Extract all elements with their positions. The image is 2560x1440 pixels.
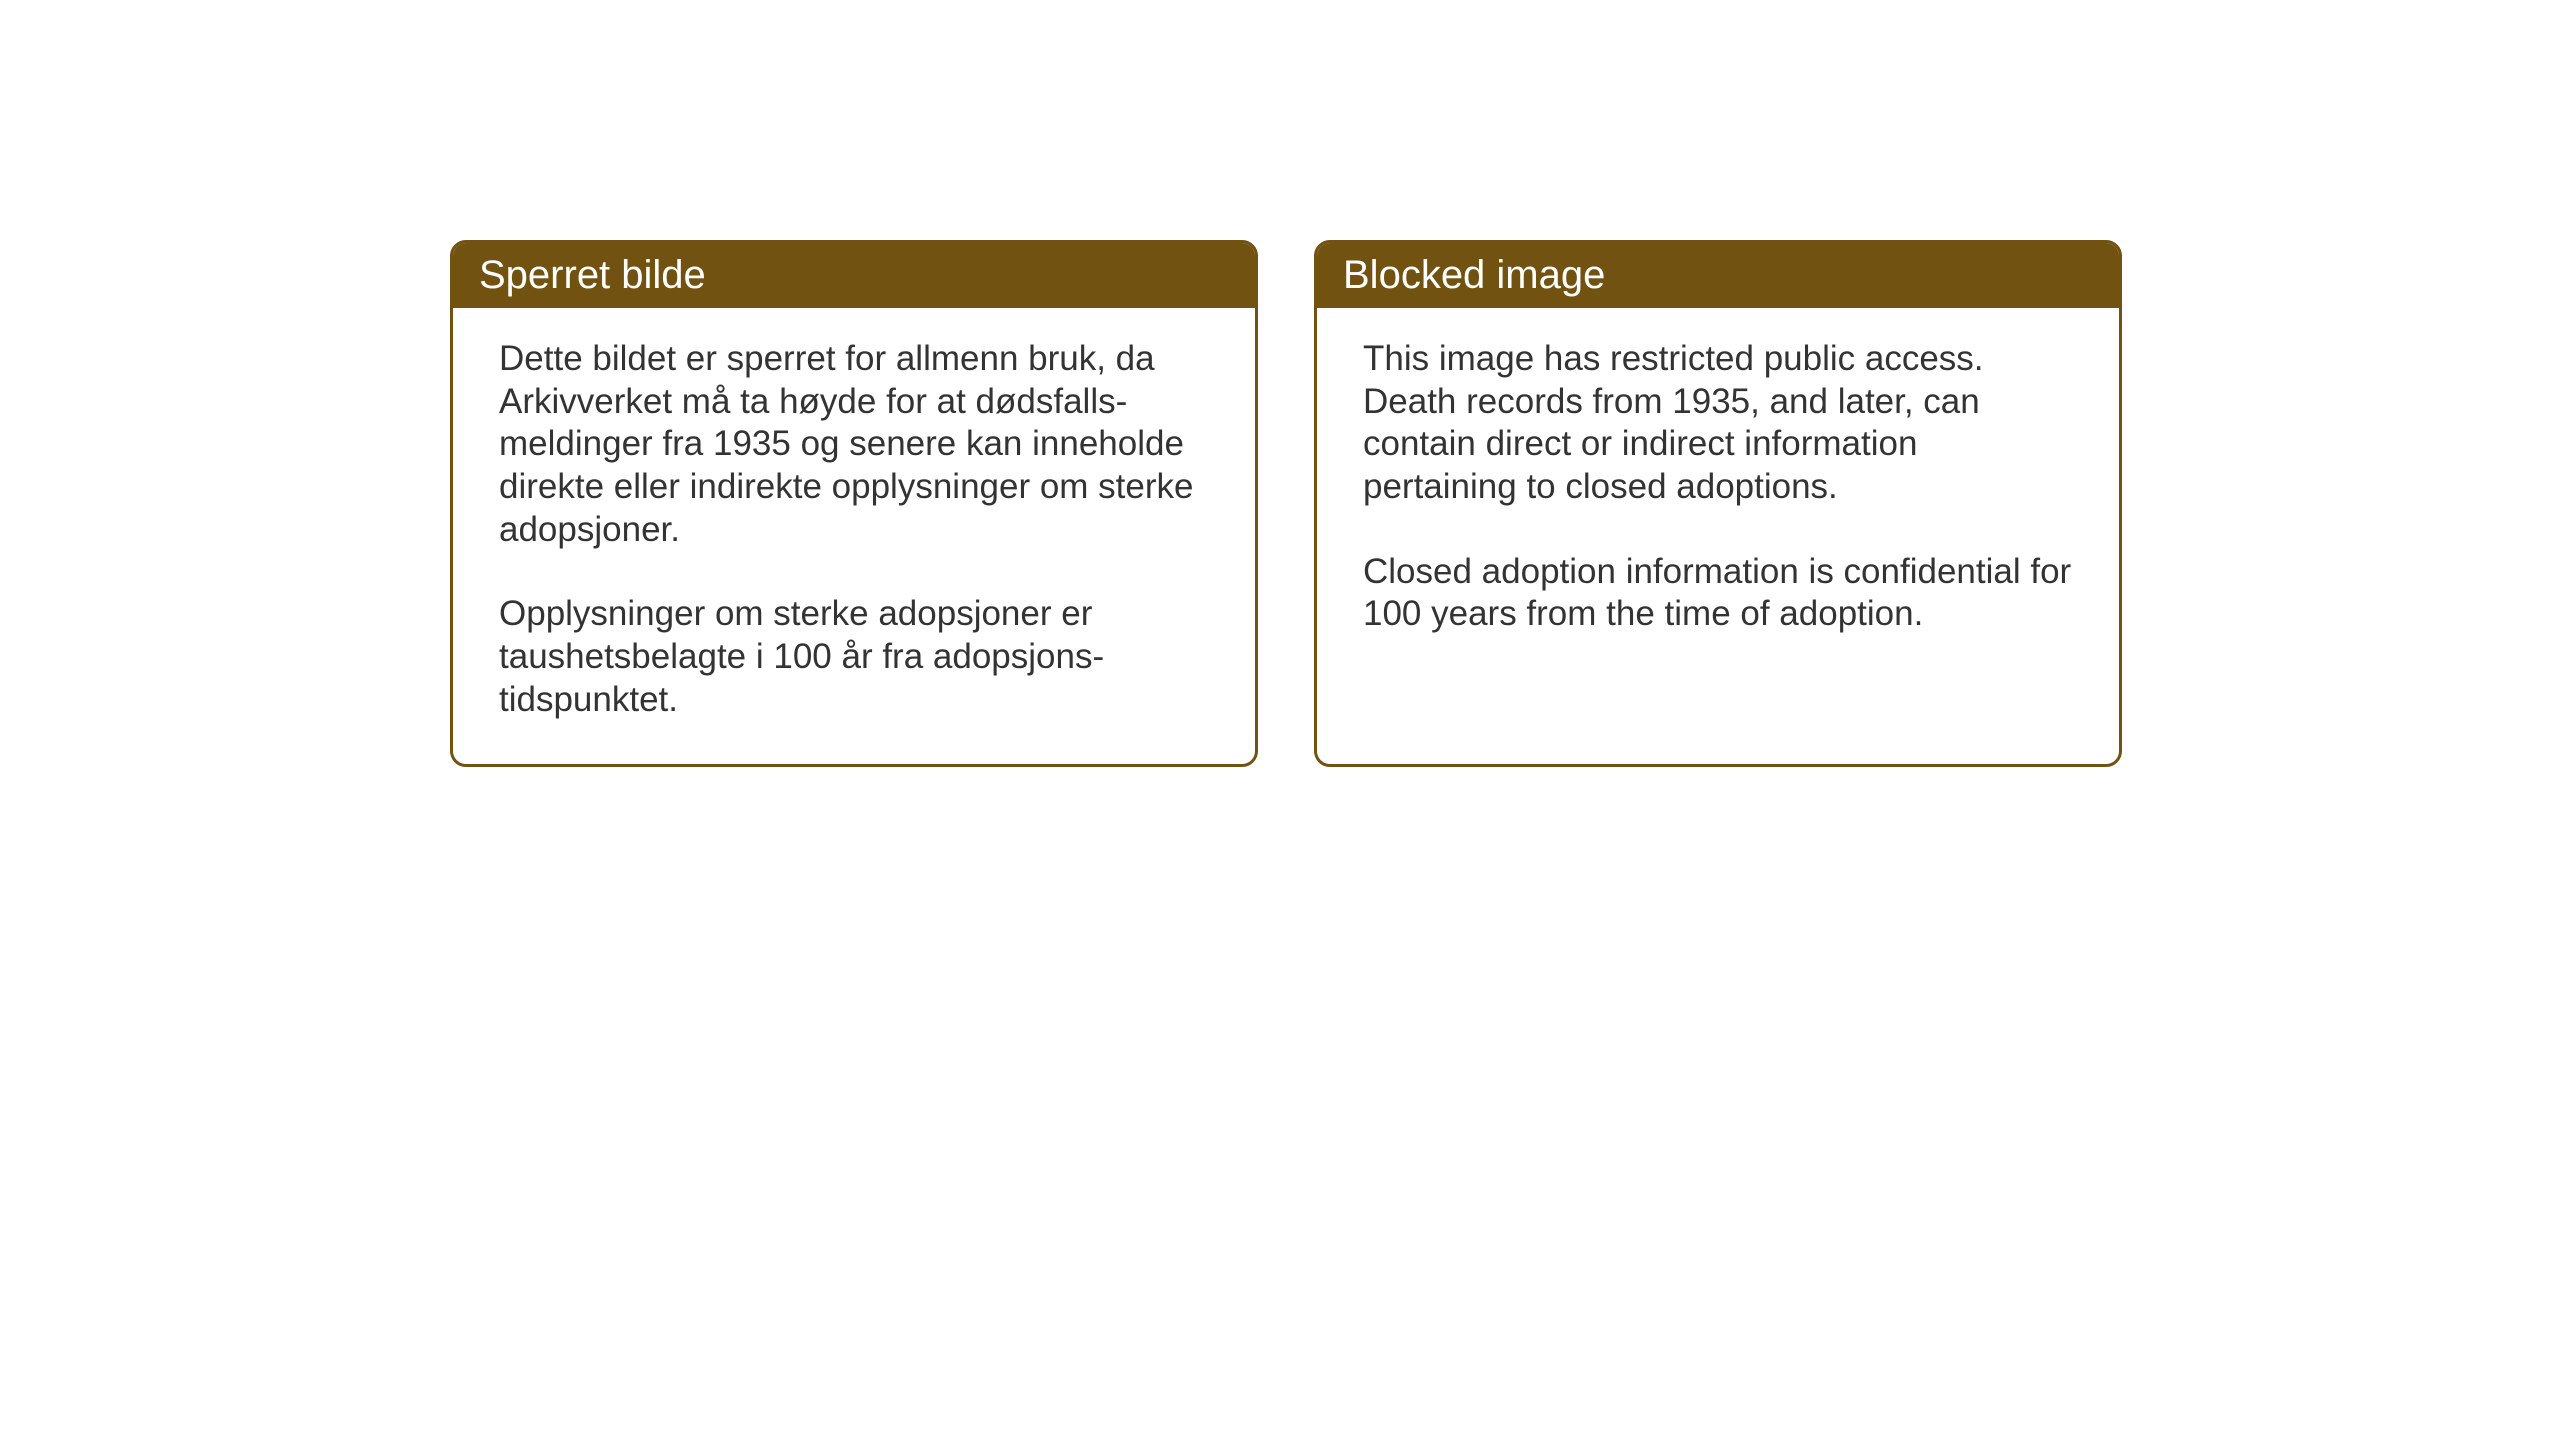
card-header-english: Blocked image	[1317, 243, 2119, 308]
card-body-english: This image has restricted public access.…	[1317, 308, 2119, 746]
card-body-norwegian: Dette bildet er sperret for allmenn bruk…	[453, 308, 1255, 764]
card-paragraph-2-english: Closed adoption information is confident…	[1363, 551, 2073, 636]
card-paragraph-1-norwegian: Dette bildet er sperret for allmenn bruk…	[499, 338, 1209, 551]
notice-cards-container: Sperret bilde Dette bildet er sperret fo…	[450, 240, 2122, 767]
card-header-norwegian: Sperret bilde	[453, 243, 1255, 308]
notice-card-norwegian: Sperret bilde Dette bildet er sperret fo…	[450, 240, 1258, 767]
card-paragraph-1-english: This image has restricted public access.…	[1363, 338, 2073, 509]
notice-card-english: Blocked image This image has restricted …	[1314, 240, 2122, 767]
card-paragraph-2-norwegian: Opplysninger om sterke adopsjoner er tau…	[499, 593, 1209, 721]
